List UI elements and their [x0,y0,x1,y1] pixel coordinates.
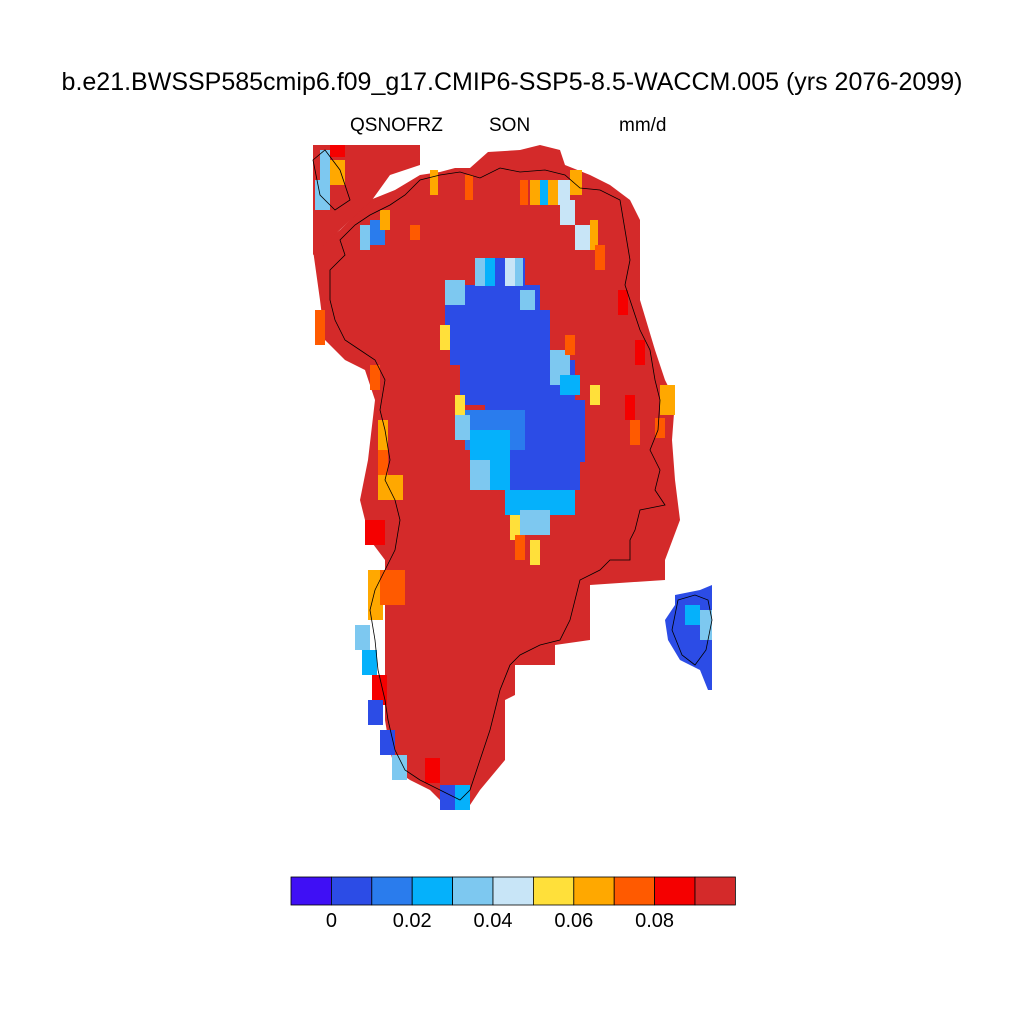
plot-title: b.e21.BWSSP585cmip6.f09_g17.CMIP6-SSP5-8… [61,68,963,96]
colorbar-swatch [411,876,454,906]
ne-coast-cells [520,170,675,445]
west-coast-cells [315,145,473,810]
colorbar-tick-label: 0.08 [635,910,675,932]
colorbar-tick-label: 0.06 [554,910,594,932]
colorbar [290,876,736,906]
coastline [312,149,713,801]
variable-label: QSNOFRZ [350,115,443,136]
colorbar-swatch [330,876,373,906]
colorbar-swatch [694,876,736,906]
units-label: mm/d [619,115,667,136]
season-label: SON [489,115,531,136]
colorbar-swatch [452,876,494,906]
colorbar-swatch [613,876,656,906]
colorbar-swatch [533,876,575,906]
colorbar-swatch [290,876,332,906]
colorbar-swatch [371,876,413,906]
colorbar-swatch [492,876,534,906]
map-field [313,145,712,810]
colorbar-tick-label: 0 [325,910,337,932]
colorbar-swatch [654,876,696,906]
colorbar-tick-label: 0.02 [392,910,432,932]
central-low-region [440,258,600,565]
iceland-field [665,585,712,690]
colorbar-tick-label: 0.04 [473,910,513,932]
colorbar-swatch [573,876,615,906]
